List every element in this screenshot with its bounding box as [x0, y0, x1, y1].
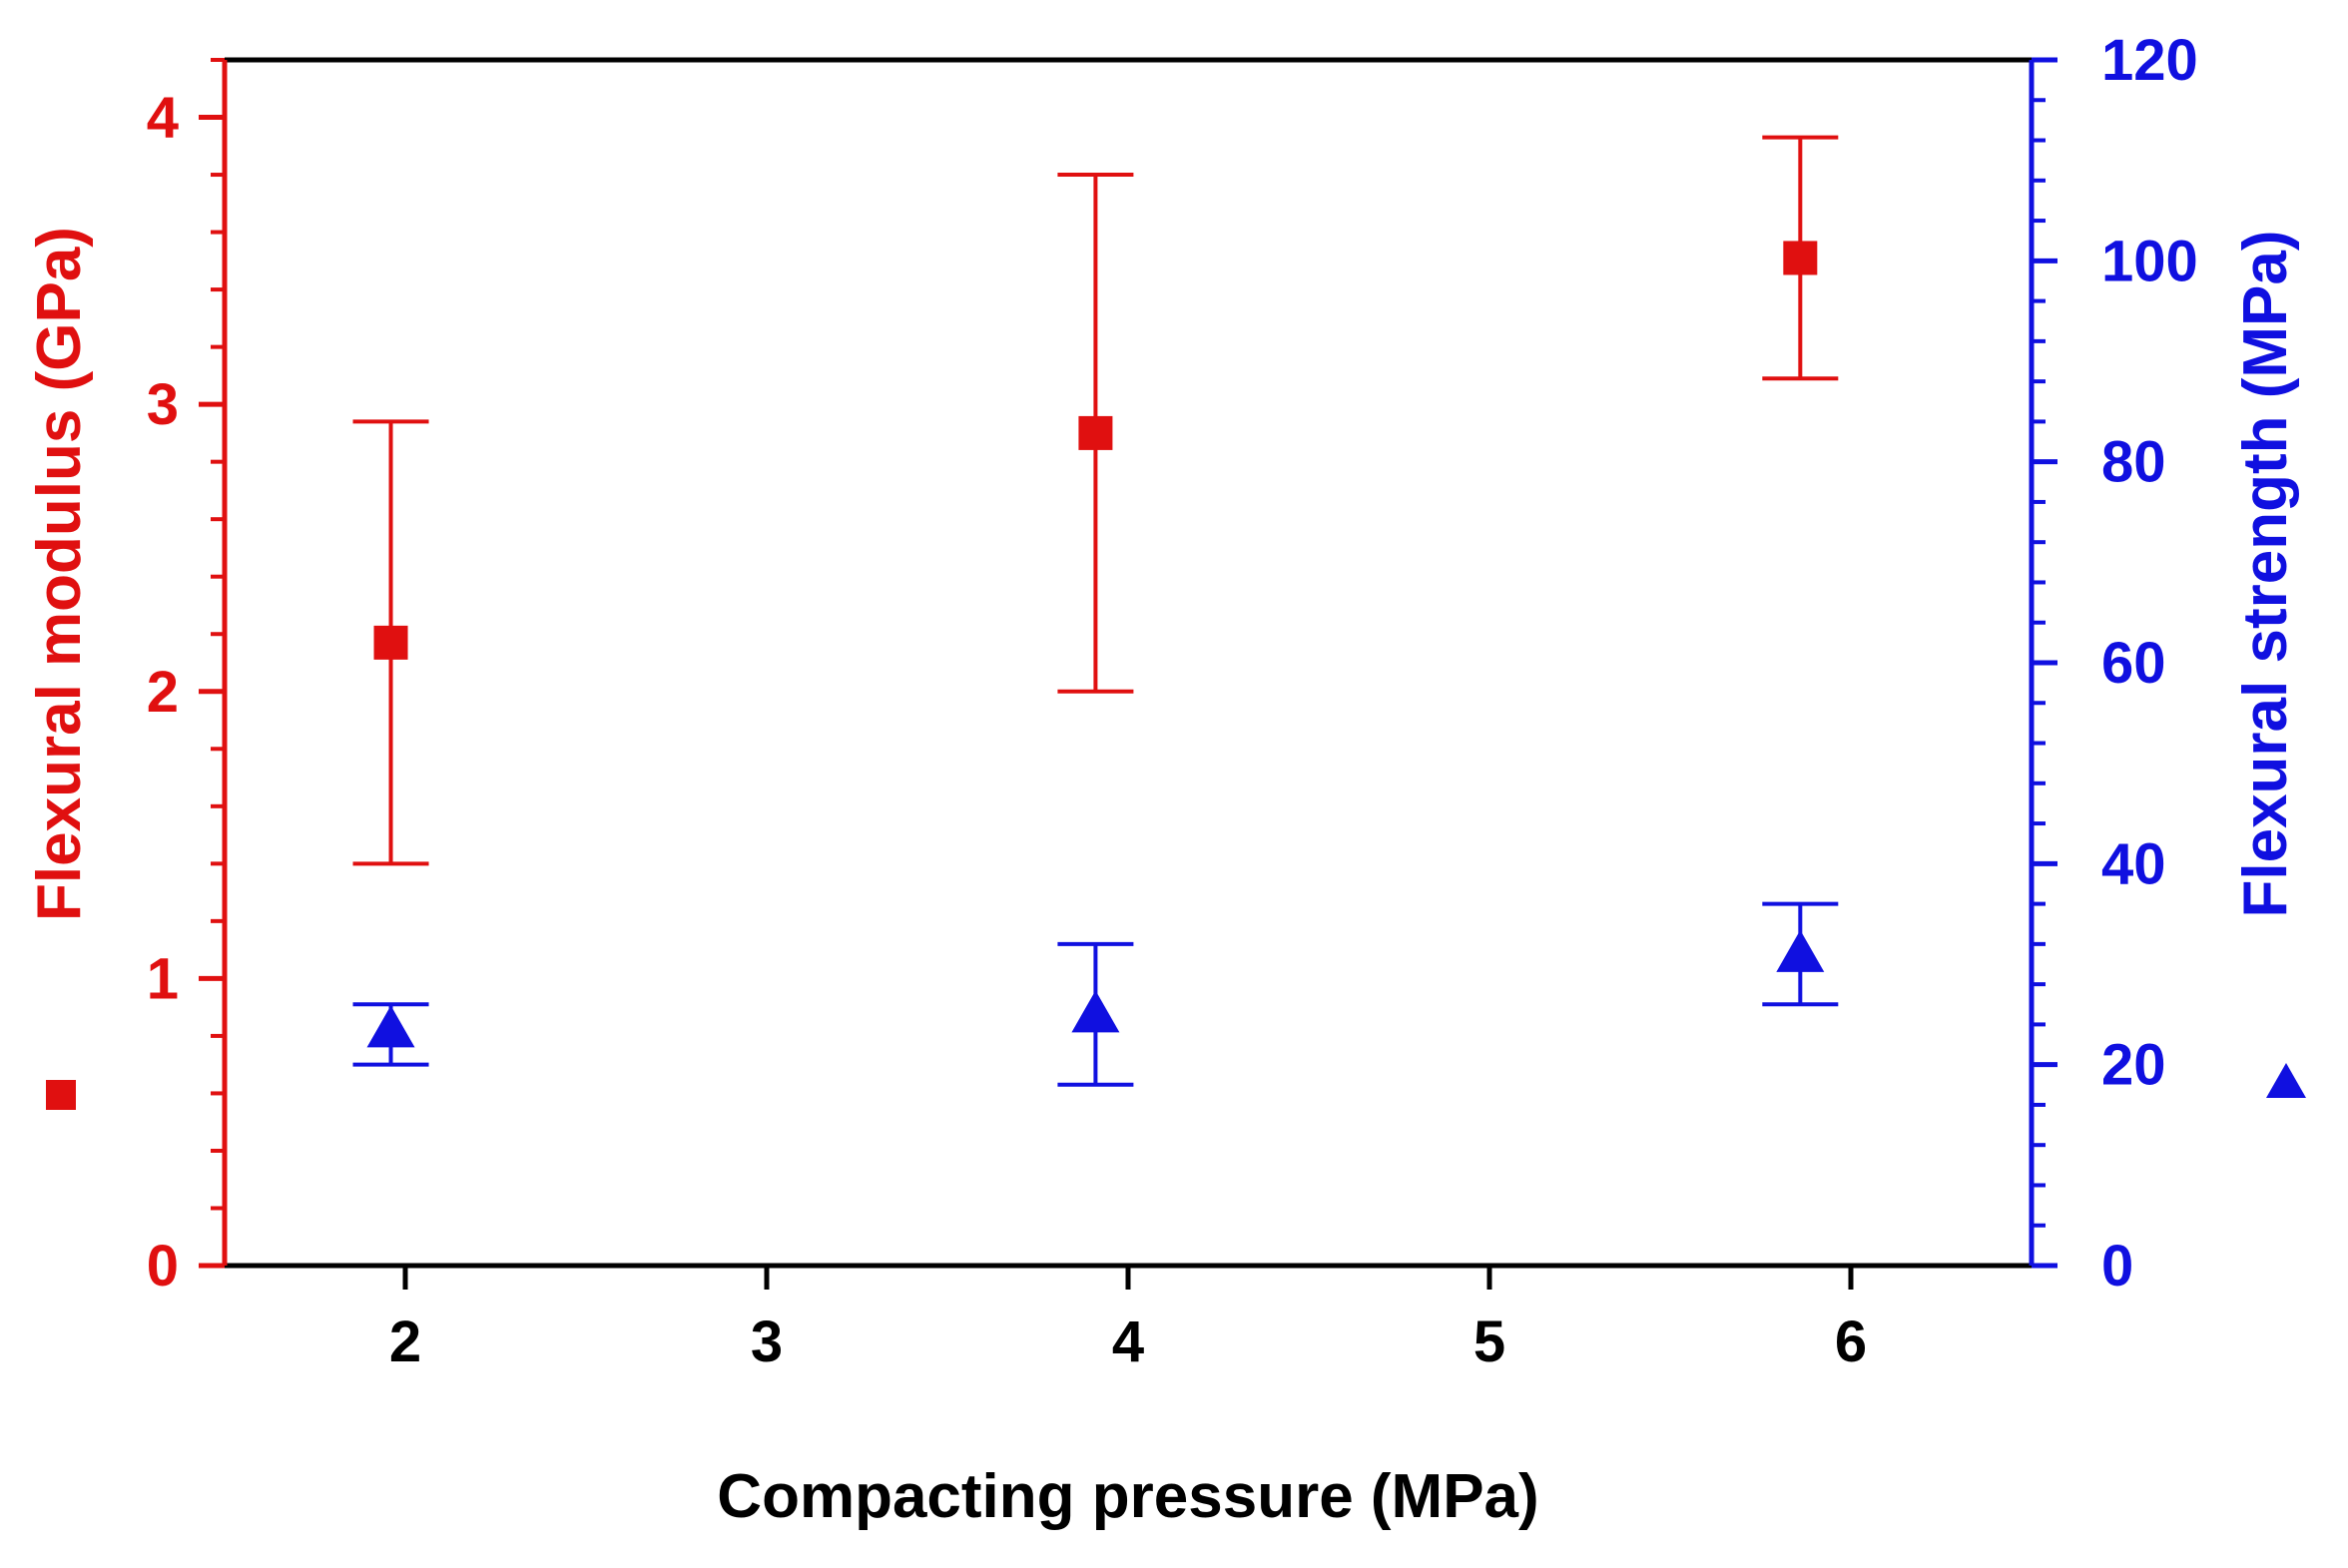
modulus-data-point	[373, 625, 408, 660]
x-tick-label: 3	[751, 1309, 783, 1374]
x-tick-label: 6	[1835, 1309, 1867, 1374]
strength-data-point	[1776, 929, 1825, 972]
x-tick-label: 4	[1112, 1309, 1144, 1374]
left-y-tick-label: 3	[147, 372, 179, 437]
modulus-legend-square-icon	[46, 1080, 76, 1110]
left-y-tick-label: 0	[147, 1234, 179, 1299]
strength-data-point	[1071, 990, 1120, 1033]
data-layer	[352, 135, 1839, 1087]
left-y-tick-label: 1	[147, 946, 179, 1011]
left-y-tick-label: 4	[147, 86, 179, 151]
x-tick-label: 2	[389, 1309, 421, 1374]
x-tick-label: 5	[1473, 1309, 1505, 1374]
modulus-data-point	[1783, 241, 1818, 275]
x-axis-label: Compacting pressure (MPa)	[717, 1462, 1538, 1531]
right-y-tick-label: 40	[2101, 831, 2166, 896]
modulus-data-point	[1078, 415, 1113, 450]
right-y-tick-label: 80	[2101, 430, 2166, 495]
right-y-tick-label: 120	[2101, 28, 2198, 93]
left-y-tick-label: 2	[147, 660, 179, 725]
right-y-tick-label: 0	[2101, 1234, 2133, 1299]
right-y-tick-label: 100	[2101, 229, 2198, 293]
right-y-tick-label: 20	[2101, 1033, 2166, 1098]
strength-legend-triangle-icon	[2266, 1063, 2306, 1098]
strength-data-point	[366, 1005, 415, 1048]
right-y-tick-label: 60	[2101, 631, 2166, 696]
right-y-axis-label: Flexural strength (MPa)	[2231, 231, 2300, 918]
left-y-axis-label: Flexural modulus (GPa)	[25, 227, 94, 921]
